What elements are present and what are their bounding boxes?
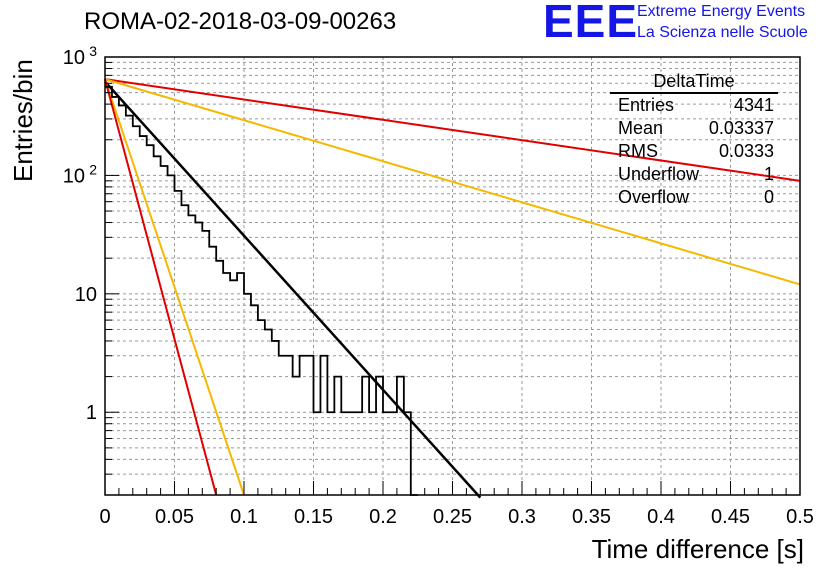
- logo-line-2: La Scienza nelle Scuole: [637, 24, 808, 41]
- stats-value: 1: [763, 164, 774, 184]
- y-tick-exponent: 3: [89, 43, 97, 59]
- tick-labels: 0 0.05 0.1 0.15 0.2 0.25 0.3 0.35 0.4 0.45 0.51101…: [63, 43, 814, 528]
- fit-line: [104, 80, 482, 499]
- series-layer: [104, 78, 801, 499]
- y-tick-label: 10: [63, 47, 85, 69]
- stats-label: RMS: [618, 141, 658, 161]
- logo-line-1: Extreme Energy Events: [637, 3, 806, 20]
- y-tick-label: 1: [86, 402, 97, 424]
- x-tick-label: 0.1: [230, 506, 258, 528]
- y-tick-label: 10: [75, 284, 97, 306]
- x-tick-label: 0.2: [369, 506, 397, 528]
- x-tick-label: 0.25: [433, 506, 472, 528]
- fit-line: [104, 78, 245, 496]
- stats-value: 4341: [733, 95, 774, 115]
- x-tick-label: 0.3: [508, 506, 536, 528]
- histogram-steps: [105, 85, 418, 496]
- stats-row-mean: Mean 0.03337: [610, 117, 778, 140]
- stats-row-rms: RMS 0.0333: [610, 140, 778, 163]
- x-tick-label: 0.5: [786, 506, 814, 528]
- x-tick-label: 0: [99, 506, 110, 528]
- stats-label: Underflow: [618, 164, 700, 184]
- y-tick-label: 10: [63, 165, 85, 187]
- eee-logo: EEE: [543, 0, 639, 47]
- x-tick-label: 0.4: [647, 506, 675, 528]
- histogram-layer: [105, 85, 418, 496]
- fit-line: [104, 78, 801, 286]
- chart-title: ROMA-02-2018-03-09-00263: [84, 8, 397, 35]
- stats-label: Overflow: [618, 187, 690, 207]
- stats-box: DeltaTime Entries 4341 Mean 0.03337 RMS …: [610, 70, 778, 209]
- y-axis-label: Entries/bin: [8, 59, 38, 182]
- y-tick-exponent: 2: [89, 161, 97, 177]
- stats-label: Entries: [618, 95, 675, 115]
- stats-row-entries: Entries 4341: [610, 94, 778, 117]
- stats-title: DeltaTime: [610, 70, 778, 94]
- x-tick-label: 0.45: [711, 506, 750, 528]
- stats-row-underflow: Underflow 1: [610, 163, 778, 186]
- fit-line: [104, 78, 801, 182]
- stats-row-overflow: Overflow 0: [610, 186, 778, 209]
- stats-label: Mean: [618, 118, 664, 138]
- x-tick-label: 0.05: [155, 506, 194, 528]
- x-tick-label: 0.35: [572, 506, 611, 528]
- stats-value: 0: [763, 187, 774, 207]
- x-tick-label: 0.15: [294, 506, 333, 528]
- x-axis-label: Time difference [s]: [591, 534, 804, 564]
- stats-value: 0.03337: [708, 118, 774, 138]
- axis-ticks: [104, 56, 801, 496]
- stats-value: 0.0333: [718, 141, 774, 161]
- fit-line: [104, 78, 218, 496]
